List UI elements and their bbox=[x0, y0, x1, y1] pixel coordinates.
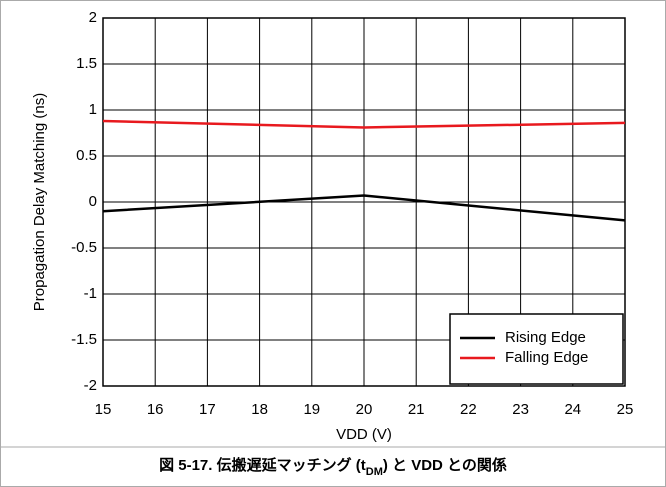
x-tick-label: 23 bbox=[512, 401, 529, 418]
x-tick-label: 15 bbox=[95, 401, 112, 418]
caption: 図 5-17. 伝搬遅延マッチング (tDM) と VDD との関係 bbox=[159, 456, 507, 478]
legend-label: Falling Edge bbox=[505, 349, 588, 366]
plot-border bbox=[102, 17, 626, 387]
y-tick-label: -1.5 bbox=[71, 331, 97, 348]
caption-part: DM bbox=[366, 466, 383, 478]
x-tick-label: 16 bbox=[147, 401, 164, 418]
y-tick-label: 1 bbox=[89, 101, 97, 118]
x-tick-label: 22 bbox=[460, 401, 477, 418]
x-tick-label: 19 bbox=[303, 401, 320, 418]
x-tick-label: 18 bbox=[251, 401, 268, 418]
legend-label: Rising Edge bbox=[505, 329, 586, 346]
y-axis-label: Propagation Delay Matching (ns) bbox=[31, 93, 48, 311]
y-tick-label: 2 bbox=[89, 9, 97, 26]
x-tick-label: 24 bbox=[564, 401, 581, 418]
y-tick-label: 1.5 bbox=[76, 55, 97, 72]
x-tick-label: 17 bbox=[199, 401, 216, 418]
y-tick-label: -1 bbox=[84, 285, 97, 302]
y-tick-label: 0.5 bbox=[76, 147, 97, 164]
y-tick-label: -2 bbox=[84, 377, 97, 394]
x-tick-label: 20 bbox=[356, 401, 373, 418]
caption-part: ) と VDD との関係 bbox=[383, 456, 507, 474]
y-tick-label: -0.5 bbox=[71, 239, 97, 256]
caption-part: 図 5-17. 伝搬遅延マッチング (t bbox=[159, 456, 366, 474]
x-tick-label: 25 bbox=[617, 401, 634, 418]
y-tick-label: 0 bbox=[89, 193, 97, 210]
x-tick-label: 21 bbox=[408, 401, 425, 418]
series-line bbox=[102, 119, 626, 129]
x-axis-label: VDD (V) bbox=[336, 426, 392, 443]
legend-box bbox=[449, 313, 624, 385]
series-line bbox=[102, 194, 626, 222]
